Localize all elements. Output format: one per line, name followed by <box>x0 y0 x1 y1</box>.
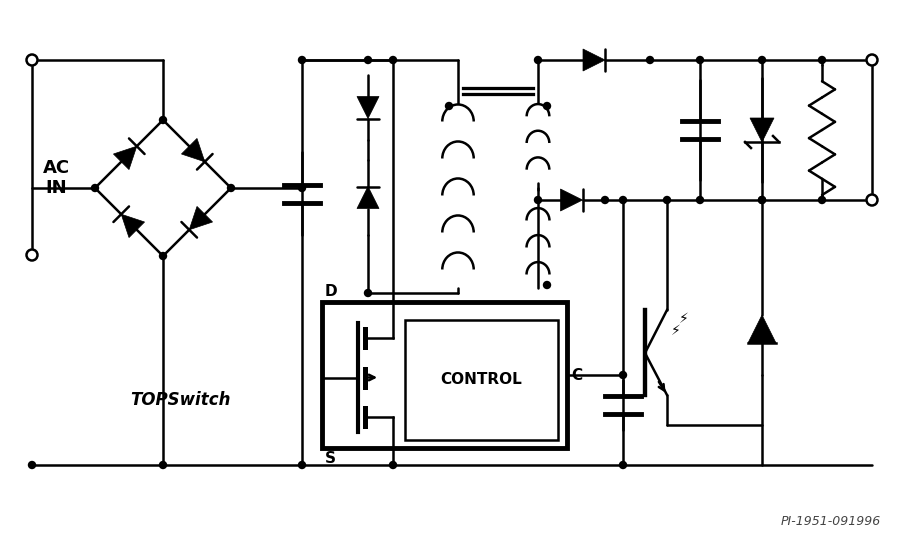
Text: ⚡: ⚡ <box>679 312 689 326</box>
Text: C: C <box>571 368 582 383</box>
Polygon shape <box>357 187 379 209</box>
Polygon shape <box>357 96 379 118</box>
Circle shape <box>159 253 167 259</box>
Circle shape <box>663 196 670 203</box>
Text: CONTROL: CONTROL <box>440 372 522 387</box>
Circle shape <box>647 57 654 64</box>
Polygon shape <box>750 118 774 142</box>
Polygon shape <box>181 139 204 162</box>
Circle shape <box>159 117 167 124</box>
Circle shape <box>759 196 765 203</box>
Circle shape <box>534 57 542 64</box>
Circle shape <box>27 249 38 261</box>
Circle shape <box>29 462 36 469</box>
Polygon shape <box>113 146 137 170</box>
Circle shape <box>543 281 551 288</box>
Polygon shape <box>561 189 582 211</box>
Circle shape <box>159 462 167 469</box>
Circle shape <box>867 195 878 205</box>
Polygon shape <box>748 315 776 343</box>
Text: AC
IN: AC IN <box>42 158 70 197</box>
FancyBboxPatch shape <box>405 320 558 440</box>
Text: D: D <box>325 284 338 299</box>
Circle shape <box>298 57 306 64</box>
Circle shape <box>390 462 397 469</box>
Circle shape <box>543 103 551 110</box>
Circle shape <box>227 185 235 192</box>
Circle shape <box>27 55 38 65</box>
Circle shape <box>365 289 371 296</box>
Circle shape <box>759 196 765 203</box>
Circle shape <box>867 55 878 65</box>
Polygon shape <box>122 214 145 238</box>
Circle shape <box>696 57 704 64</box>
Text: TOPSwitch: TOPSwitch <box>130 391 230 409</box>
Circle shape <box>365 57 371 64</box>
Circle shape <box>620 371 626 378</box>
Text: PI-1951-091996: PI-1951-091996 <box>781 515 881 528</box>
Circle shape <box>819 57 825 64</box>
Circle shape <box>390 57 397 64</box>
Circle shape <box>601 196 609 203</box>
Circle shape <box>534 196 542 203</box>
Circle shape <box>298 185 306 192</box>
Circle shape <box>620 196 626 203</box>
Circle shape <box>620 462 626 469</box>
Polygon shape <box>583 49 605 71</box>
Polygon shape <box>189 207 213 230</box>
Text: ⚡: ⚡ <box>671 324 681 338</box>
Circle shape <box>91 185 99 192</box>
Circle shape <box>819 196 825 203</box>
Circle shape <box>759 57 765 64</box>
FancyBboxPatch shape <box>322 302 567 448</box>
Circle shape <box>696 196 704 203</box>
Text: S: S <box>325 451 336 466</box>
Circle shape <box>446 103 452 110</box>
Circle shape <box>298 462 306 469</box>
